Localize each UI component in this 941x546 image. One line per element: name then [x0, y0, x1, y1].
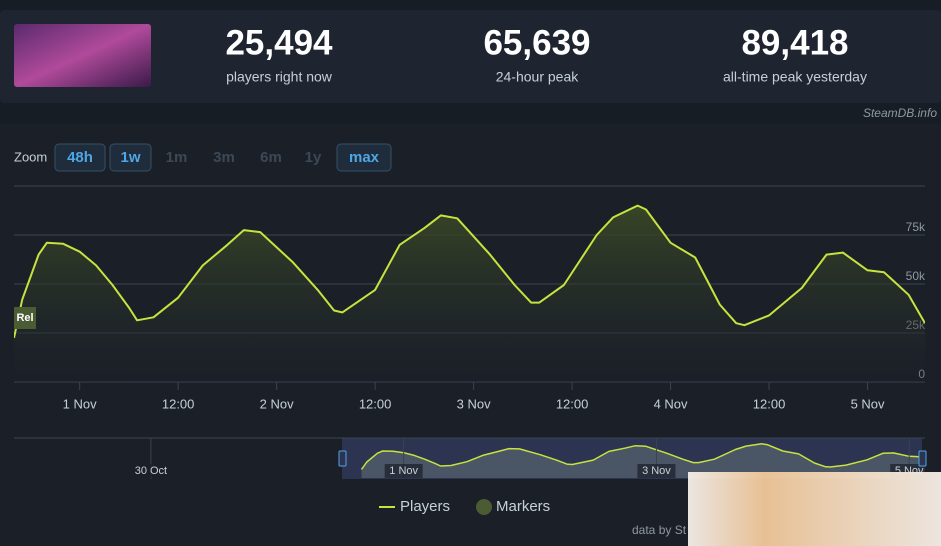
navigator-label: 1 Nov: [389, 465, 418, 477]
zoom-button[interactable]: [336, 143, 392, 172]
stat-value: 25,494: [225, 23, 333, 62]
stat-label: all-time peak yesterday: [723, 69, 867, 85]
x-tick-label: 12:00: [753, 396, 786, 411]
x-tick-label: 1 Nov: [63, 396, 97, 411]
y-tick-label: 75k: [906, 220, 926, 234]
stat-value: 65,639: [483, 23, 590, 62]
zoom-button-label: 1y: [305, 149, 322, 166]
x-tick-label: 12:00: [359, 396, 392, 411]
zoom-button-label[interactable]: max: [349, 149, 380, 166]
zoom-button[interactable]: [109, 143, 152, 172]
stats-panel: [0, 10, 941, 103]
stat-label: 24-hour peak: [496, 69, 580, 85]
zoom-label: Zoom: [14, 149, 47, 164]
navigator-handle[interactable]: [918, 450, 927, 467]
stat-value: 89,418: [741, 23, 848, 62]
zoom-button-label[interactable]: 1w: [120, 149, 140, 166]
series-line: [360, 443, 925, 470]
annotation-box: [14, 307, 36, 329]
y-tick-label: 50k: [906, 269, 926, 283]
stat-label: players right now: [226, 69, 333, 85]
x-tick-label: 2 Nov: [260, 396, 294, 411]
game-thumbnail[interactable]: [14, 24, 151, 87]
annotation-label: Rel: [16, 312, 33, 324]
legend-label[interactable]: Players: [400, 498, 450, 515]
x-tick-label: 3 Nov: [457, 396, 491, 411]
zoom-button-label[interactable]: 48h: [67, 149, 93, 166]
x-tick-label: 12:00: [162, 396, 195, 411]
series-area: [361, 443, 925, 478]
navigator-handle[interactable]: [338, 450, 347, 467]
navigator-label-bg: [131, 464, 170, 478]
x-tick-label: 5 Nov: [851, 396, 885, 411]
watermark: SteamDB.info: [863, 106, 937, 120]
zoom-button-label: 3m: [213, 149, 235, 166]
navigator-label-bg: [637, 464, 676, 478]
x-tick-label: 12:00: [556, 396, 589, 411]
zoom-button[interactable]: [54, 143, 106, 172]
navigator-label: 3 Nov: [642, 465, 671, 477]
navigator-label: 30 Oct: [135, 465, 167, 477]
credit: data by St: [632, 523, 687, 537]
x-tick-label: 4 Nov: [654, 396, 688, 411]
zoom-button-label: 1m: [166, 149, 188, 166]
legend-label[interactable]: Markers: [496, 498, 550, 515]
overlay-image: [688, 472, 941, 546]
series-line: [14, 204, 925, 339]
legend-swatch: [476, 499, 492, 515]
series-area: [14, 205, 925, 382]
zoom-button-label: 6m: [260, 149, 282, 166]
navigator-label-bg: [384, 464, 423, 478]
